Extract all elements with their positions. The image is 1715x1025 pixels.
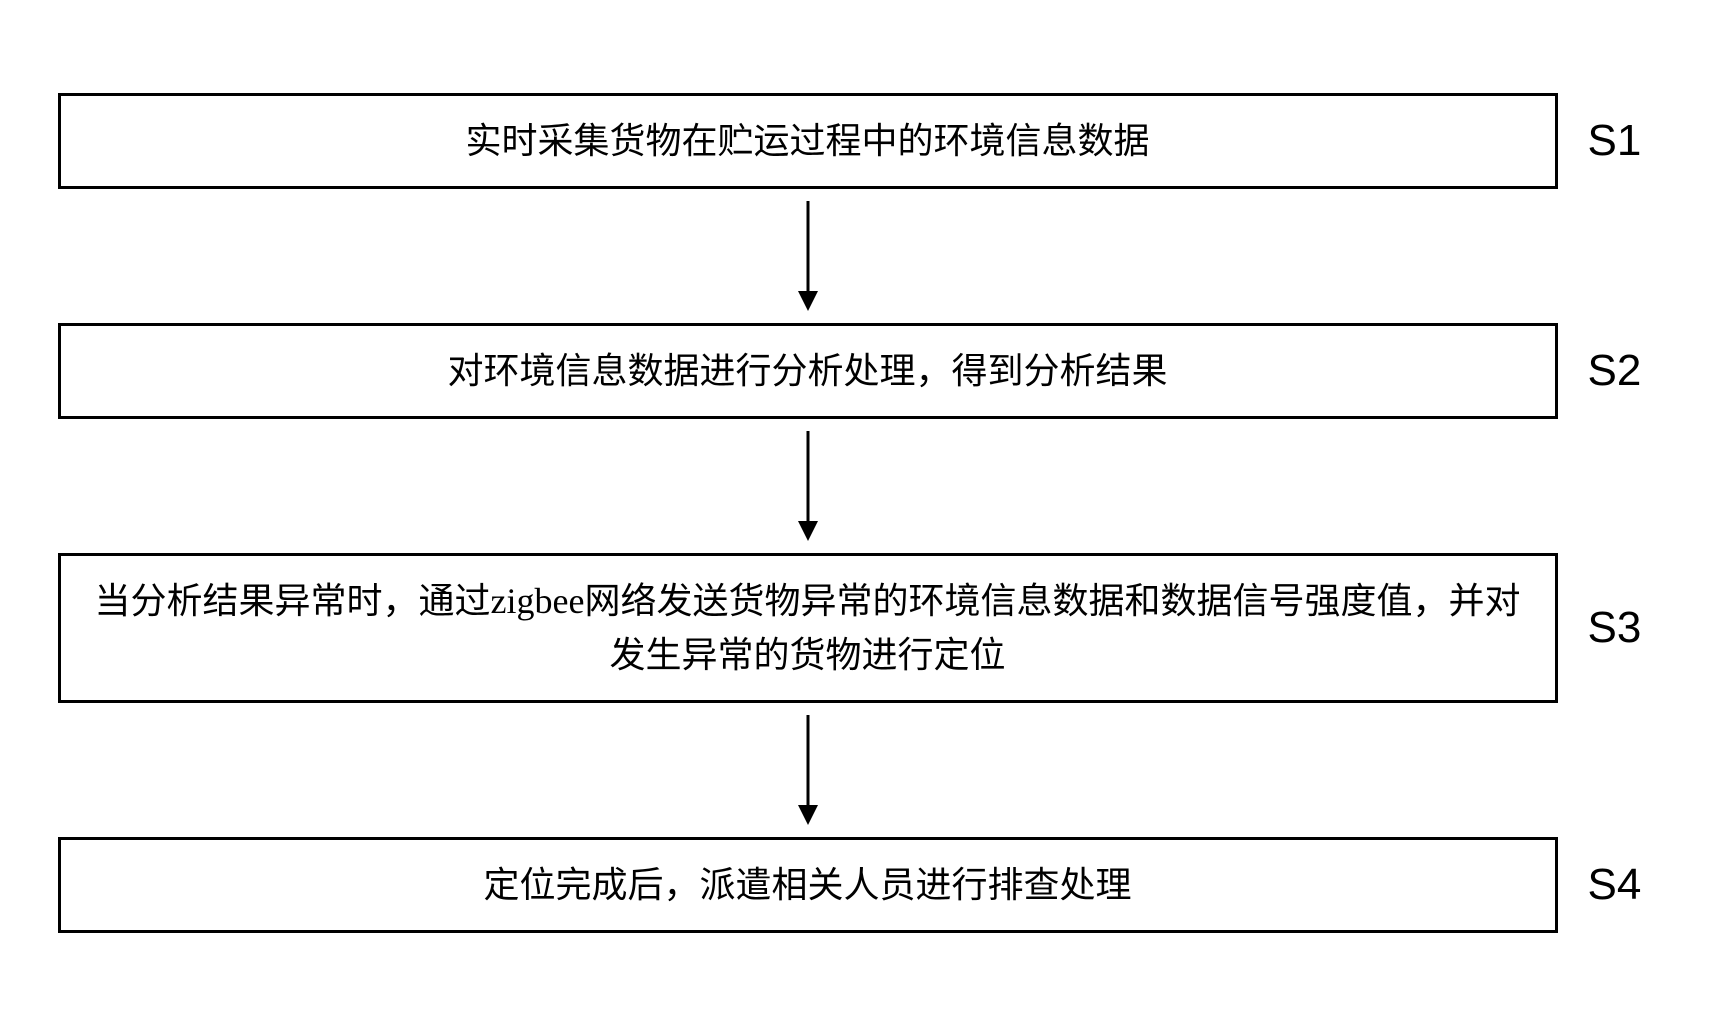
step-text-s3: 当分析结果异常时，通过zigbee网络发送货物异常的环境信息数据和数据信号强度值… xyxy=(91,574,1525,682)
arrow-down-icon xyxy=(788,715,828,825)
flowchart-container: 实时采集货物在贮运过程中的环境信息数据 S1 对环境信息数据进行分析处理，得到分… xyxy=(58,93,1658,933)
step-row-3: 当分析结果异常时，通过zigbee网络发送货物异常的环境信息数据和数据信号强度值… xyxy=(58,553,1658,703)
step-text-s4: 定位完成后，派遣相关人员进行排查处理 xyxy=(483,858,1131,912)
step-label-s4: S4 xyxy=(1588,860,1658,910)
step-box-s3: 当分析结果异常时，通过zigbee网络发送货物异常的环境信息数据和数据信号强度值… xyxy=(58,553,1558,703)
arrow-3 xyxy=(58,703,1658,837)
step-text-s1: 实时采集货物在贮运过程中的环境信息数据 xyxy=(465,114,1149,168)
arrow-down-icon xyxy=(788,431,828,541)
step-row-4: 定位完成后，派遣相关人员进行排查处理 S4 xyxy=(58,837,1658,933)
step-label-s1: S1 xyxy=(1588,116,1658,166)
step-box-s4: 定位完成后，派遣相关人员进行排查处理 xyxy=(58,837,1558,933)
step-text-s2: 对环境信息数据进行分析处理，得到分析结果 xyxy=(447,344,1167,398)
step-box-s2: 对环境信息数据进行分析处理，得到分析结果 xyxy=(58,323,1558,419)
step-row-1: 实时采集货物在贮运过程中的环境信息数据 S1 xyxy=(58,93,1658,189)
arrow-down-icon xyxy=(788,201,828,311)
step-label-s3: S3 xyxy=(1588,603,1658,653)
step-row-2: 对环境信息数据进行分析处理，得到分析结果 S2 xyxy=(58,323,1658,419)
arrow-1 xyxy=(58,189,1658,323)
step-box-s1: 实时采集货物在贮运过程中的环境信息数据 xyxy=(58,93,1558,189)
arrow-2 xyxy=(58,419,1658,553)
step-label-s2: S2 xyxy=(1588,346,1658,396)
